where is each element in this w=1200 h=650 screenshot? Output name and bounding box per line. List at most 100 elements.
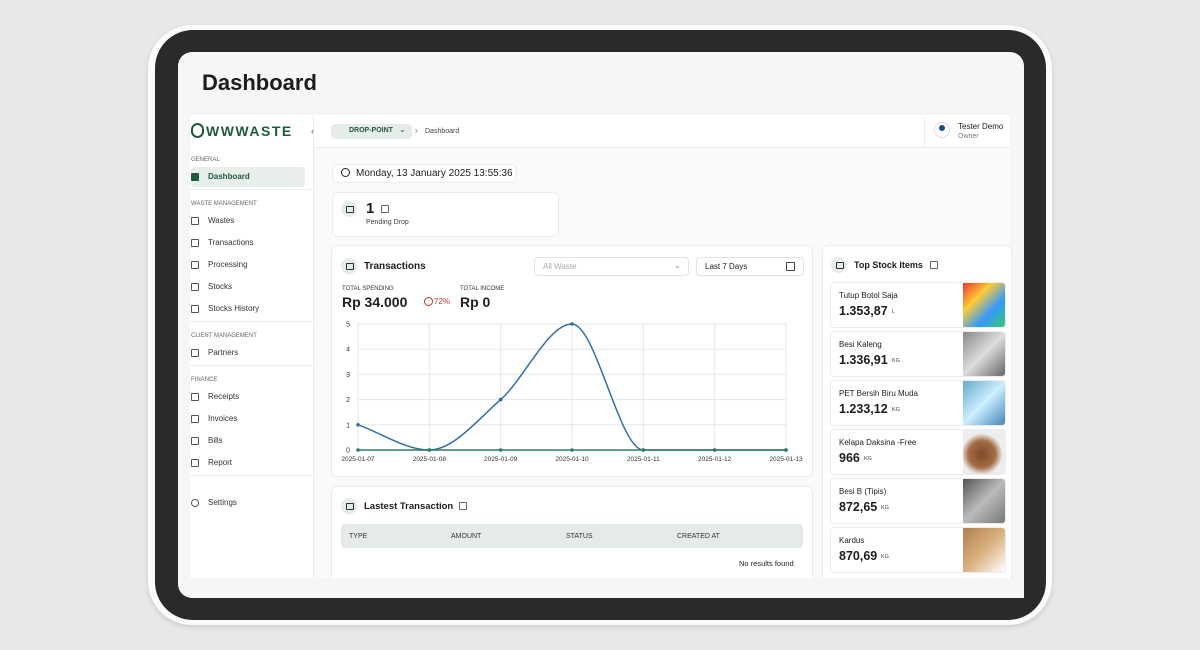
stock-image [963,479,1005,523]
spending: Rp 34.000 [342,294,408,310]
down-icon [424,297,433,306]
stock-image [963,283,1005,327]
nav-item[interactable]: Transactions [208,238,254,247]
stock-icon [831,257,847,273]
income-label: TOTAL INCOME [460,286,505,292]
nav-item[interactable]: Dashboard [208,172,250,181]
stock-value: 872,65 [839,500,878,514]
open-link-icon[interactable] [459,502,467,510]
transactions-card [331,245,813,477]
breadcrumb: Dashboard [425,128,460,135]
divider [924,117,925,147]
card-title: Transactions [364,261,426,272]
collapse-button[interactable]: ‹ [311,126,314,136]
nav-divider [190,189,313,190]
nav-item[interactable]: Invoices [208,414,238,423]
pending-label: Pending Drop [366,219,409,226]
nav-heading: FINANCE [191,377,218,383]
stock-name: Besi Kaleng [839,340,882,349]
page-title: Dashboard [202,70,317,95]
spending-change: 72% [434,297,451,306]
latest-icon [341,498,357,514]
nav-icon [191,415,199,423]
nav-item[interactable]: Settings [208,498,237,507]
screen-bottom [190,578,1024,598]
nav-divider [190,321,313,322]
nav-item[interactable]: Report [208,458,233,467]
nav-icon [191,437,199,445]
nav-icon [191,393,199,401]
nav-item[interactable]: Processing [208,260,248,269]
nav-item[interactable]: Stocks History [208,304,260,313]
location: DROP-POINT [349,127,393,134]
table-header [341,524,803,548]
nav-item[interactable]: Receipts [208,392,240,401]
stock-unit: KG [892,358,900,364]
logo: WWWASTE [206,123,293,139]
nav-icon [191,217,199,225]
stock-image [963,381,1005,425]
nav-icon [191,459,199,467]
stock-name: Tutup Botol Saja [839,291,898,300]
nav-item[interactable]: Stocks [208,282,233,291]
pending-icon [341,201,357,217]
stock-name: Besi B (Tipis) [839,487,887,496]
nav-heading: WASTE MANAGEMENT [191,201,257,207]
nav-icon [191,261,199,269]
stock-value: 1.336,91 [839,353,888,367]
stock-name: PET Bersih Biru Muda [839,389,918,398]
transactions-icon [341,258,357,274]
nav-item[interactable]: Bills [208,436,223,445]
column-header: AMOUNT [451,533,482,540]
stock-value: 870,69 [839,549,878,563]
breadcrumb-separator: › [415,126,418,135]
clock-icon [341,168,350,177]
range-picker[interactable] [696,257,804,276]
sidebar [190,115,314,578]
calendar-icon [786,262,795,271]
column-header: TYPE [349,533,368,540]
nav-active [191,167,305,187]
datetime: Monday, 13 January 2025 13:55:36 [356,168,513,179]
stock-unit: KG [892,407,900,413]
spending-label: TOTAL SPENDING [342,286,394,292]
pending-count: 1 [366,200,375,217]
location-pill[interactable] [331,124,412,139]
open-link-icon[interactable] [381,205,389,213]
nav-icon [191,305,199,313]
date-card [332,164,517,183]
stock-unit: KG [881,505,889,511]
stock-name: Kardus [839,536,865,545]
nav-icon [191,349,199,357]
stock-value: 966 [839,451,860,465]
avatar-dot [939,125,945,131]
pending-card[interactable] [332,192,559,237]
stock-image [963,528,1005,572]
stock-value: 1.233,12 [839,402,888,416]
stock-name: Kelapa Daksina -Free [839,438,917,447]
nav-icon [191,499,199,507]
empty-message: No results found [739,559,794,568]
column-header: CREATED AT [677,533,720,540]
card-title: Top Stock Items [854,260,923,270]
nav-item[interactable]: Wastes [208,216,235,225]
nav-divider [190,365,313,366]
nav-heading: GENERAL [191,157,220,163]
stock-unit: KG [864,456,872,462]
income: Rp 0 [460,294,491,310]
nav-item[interactable]: Partners [208,348,239,357]
waste-select[interactable] [534,257,689,276]
date-range: Last 7 Days [705,262,748,271]
waste-filter: All Waste [543,262,577,271]
card-title: Lastest Transaction [364,501,454,512]
dropdown-caret: ⌄ [674,261,681,270]
user-role: Owner [958,133,979,140]
nav-icon [191,173,199,181]
open-link-icon[interactable] [930,261,938,269]
nav-heading: CLIENT MANAGEMENT [191,333,257,339]
nav-icon [191,283,199,291]
user-name: Tester Demo [958,122,1004,131]
nav-divider [190,475,313,476]
topbar-divider [314,147,1010,148]
